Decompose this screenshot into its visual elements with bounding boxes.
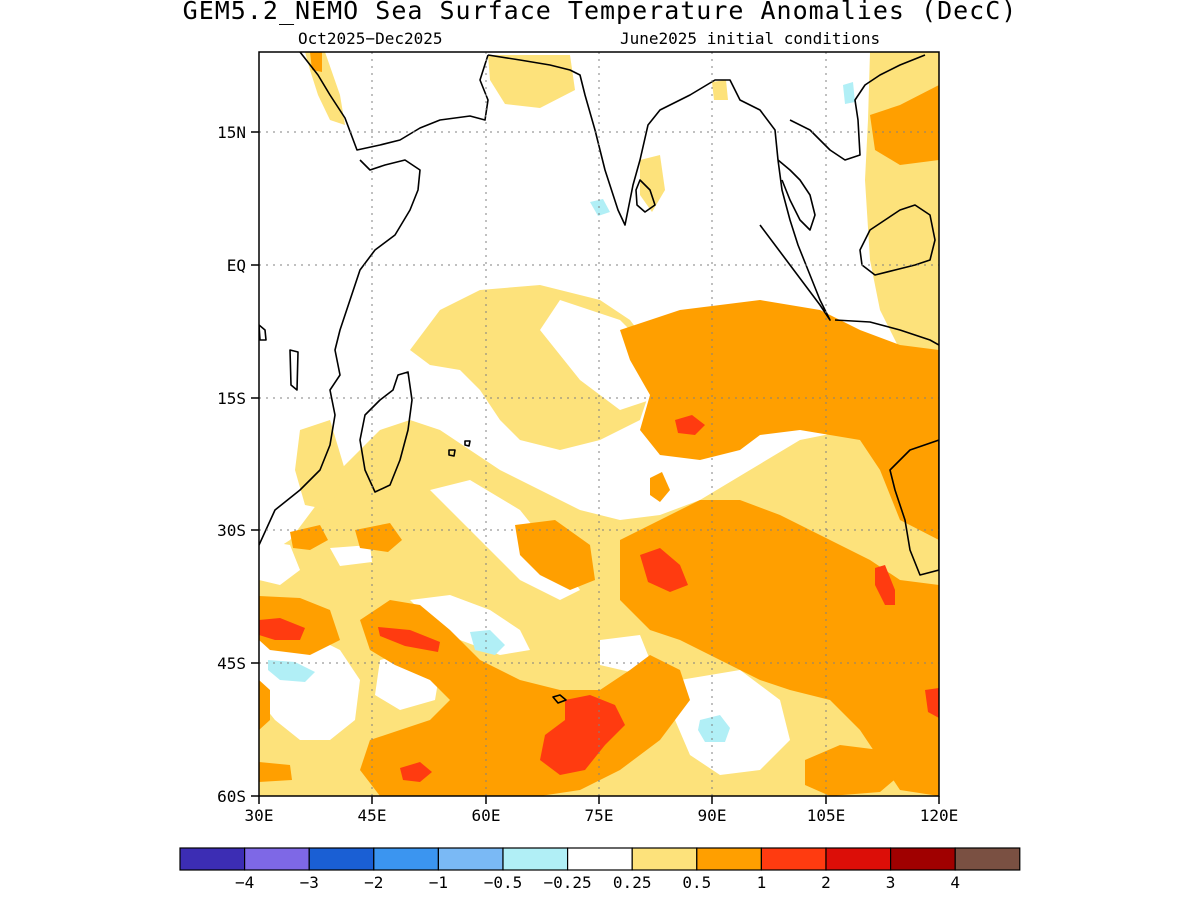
colorbar-swatch — [696, 847, 762, 871]
colorbar-label: 0.5 — [682, 873, 711, 892]
colorbar — [179, 847, 1021, 871]
colorbar-swatch — [760, 847, 827, 871]
lat-label-15n: 15N — [217, 123, 246, 142]
africa-coastline — [259, 159, 421, 546]
colorbar-label: 2 — [821, 873, 831, 892]
borneo-coastline — [859, 204, 936, 276]
colorbar-label: 0.25 — [613, 873, 652, 892]
anomaly-band-neg0.25-neg0.5 — [268, 82, 855, 742]
lat-label-15s: 15S — [217, 389, 246, 408]
colorbar-label: −4 — [235, 873, 254, 892]
colorbar-swatch — [179, 847, 246, 871]
colorbar-swatch — [825, 847, 892, 871]
colorbar-swatch — [566, 847, 633, 871]
colorbar-label: −1 — [429, 873, 448, 892]
colorbar-swatch — [954, 847, 1021, 871]
lon-label-90e: 90E — [698, 806, 727, 825]
period-subtitle: Oct2025−Dec2025 — [298, 29, 443, 48]
indochina-coastline — [789, 54, 926, 161]
colorbar-swatch — [631, 847, 698, 871]
lon-label-105e: 105E — [807, 806, 846, 825]
java-coastline — [834, 319, 939, 346]
colorbar-label: 3 — [886, 873, 896, 892]
arabia-coastline — [299, 52, 489, 151]
coastlines — [259, 52, 939, 704]
colorbar-label: −2 — [364, 873, 383, 892]
lon-label-30e: 30E — [245, 806, 274, 825]
sri-lanka-coastline — [635, 179, 656, 213]
colorbar-swatch — [308, 847, 375, 871]
colorbar-swatch — [502, 847, 569, 871]
colorbar-label: −0.25 — [544, 873, 592, 892]
map-title: GEM5.2_NEMO Sea Surface Temperature Anom… — [182, 0, 1018, 25]
colorbar-swatch — [437, 847, 504, 871]
colorbar-swatch — [373, 847, 439, 871]
kerguelen-coastline — [552, 694, 567, 704]
lon-label-45e: 45E — [358, 806, 387, 825]
reunion-coastline — [448, 449, 456, 457]
south-asia-coastline — [487, 54, 831, 321]
anomaly-field — [259, 52, 939, 796]
lon-label-120e: 120E — [920, 806, 959, 825]
lat-label-60s: 60S — [217, 787, 246, 806]
lat-label-30s: 30S — [217, 521, 246, 540]
lake-coastline — [289, 349, 299, 391]
tick-marks — [251, 131, 940, 804]
colorbar-labels: −4 −3 −2 −1 −0.5 −0.25 0.25 0.5 1 2 3 4 — [235, 873, 960, 892]
lon-label-75e: 75E — [585, 806, 614, 825]
colorbar-label: 4 — [950, 873, 960, 892]
malay-peninsula-coastline — [777, 159, 816, 231]
colorbar-label: −3 — [300, 873, 319, 892]
longitude-labels: 30E 45E 60E 75E 90E 105E 120E — [245, 806, 959, 825]
colorbar-swatch — [889, 847, 956, 871]
lon-label-60e: 60E — [472, 806, 501, 825]
madagascar-coastline — [359, 371, 413, 493]
colorbar-swatch — [244, 847, 310, 871]
lat-label-45s: 45S — [217, 654, 246, 673]
anomaly-band-0.5-1 — [259, 52, 939, 796]
colorbar-label: −0.5 — [484, 873, 523, 892]
lat-label-eq: EQ — [227, 256, 246, 275]
mauritius-coastline — [464, 440, 471, 447]
initial-conditions-subtitle: June2025 initial conditions — [620, 29, 881, 48]
australia-coastline — [889, 439, 939, 576]
anomaly-band-1-2 — [259, 415, 939, 782]
grid-lines — [259, 52, 939, 796]
lake-victoria-coastline — [259, 324, 267, 341]
latitude-labels: 15N EQ 15S 30S 45S 60S — [217, 123, 246, 806]
colorbar-label: 1 — [757, 873, 767, 892]
